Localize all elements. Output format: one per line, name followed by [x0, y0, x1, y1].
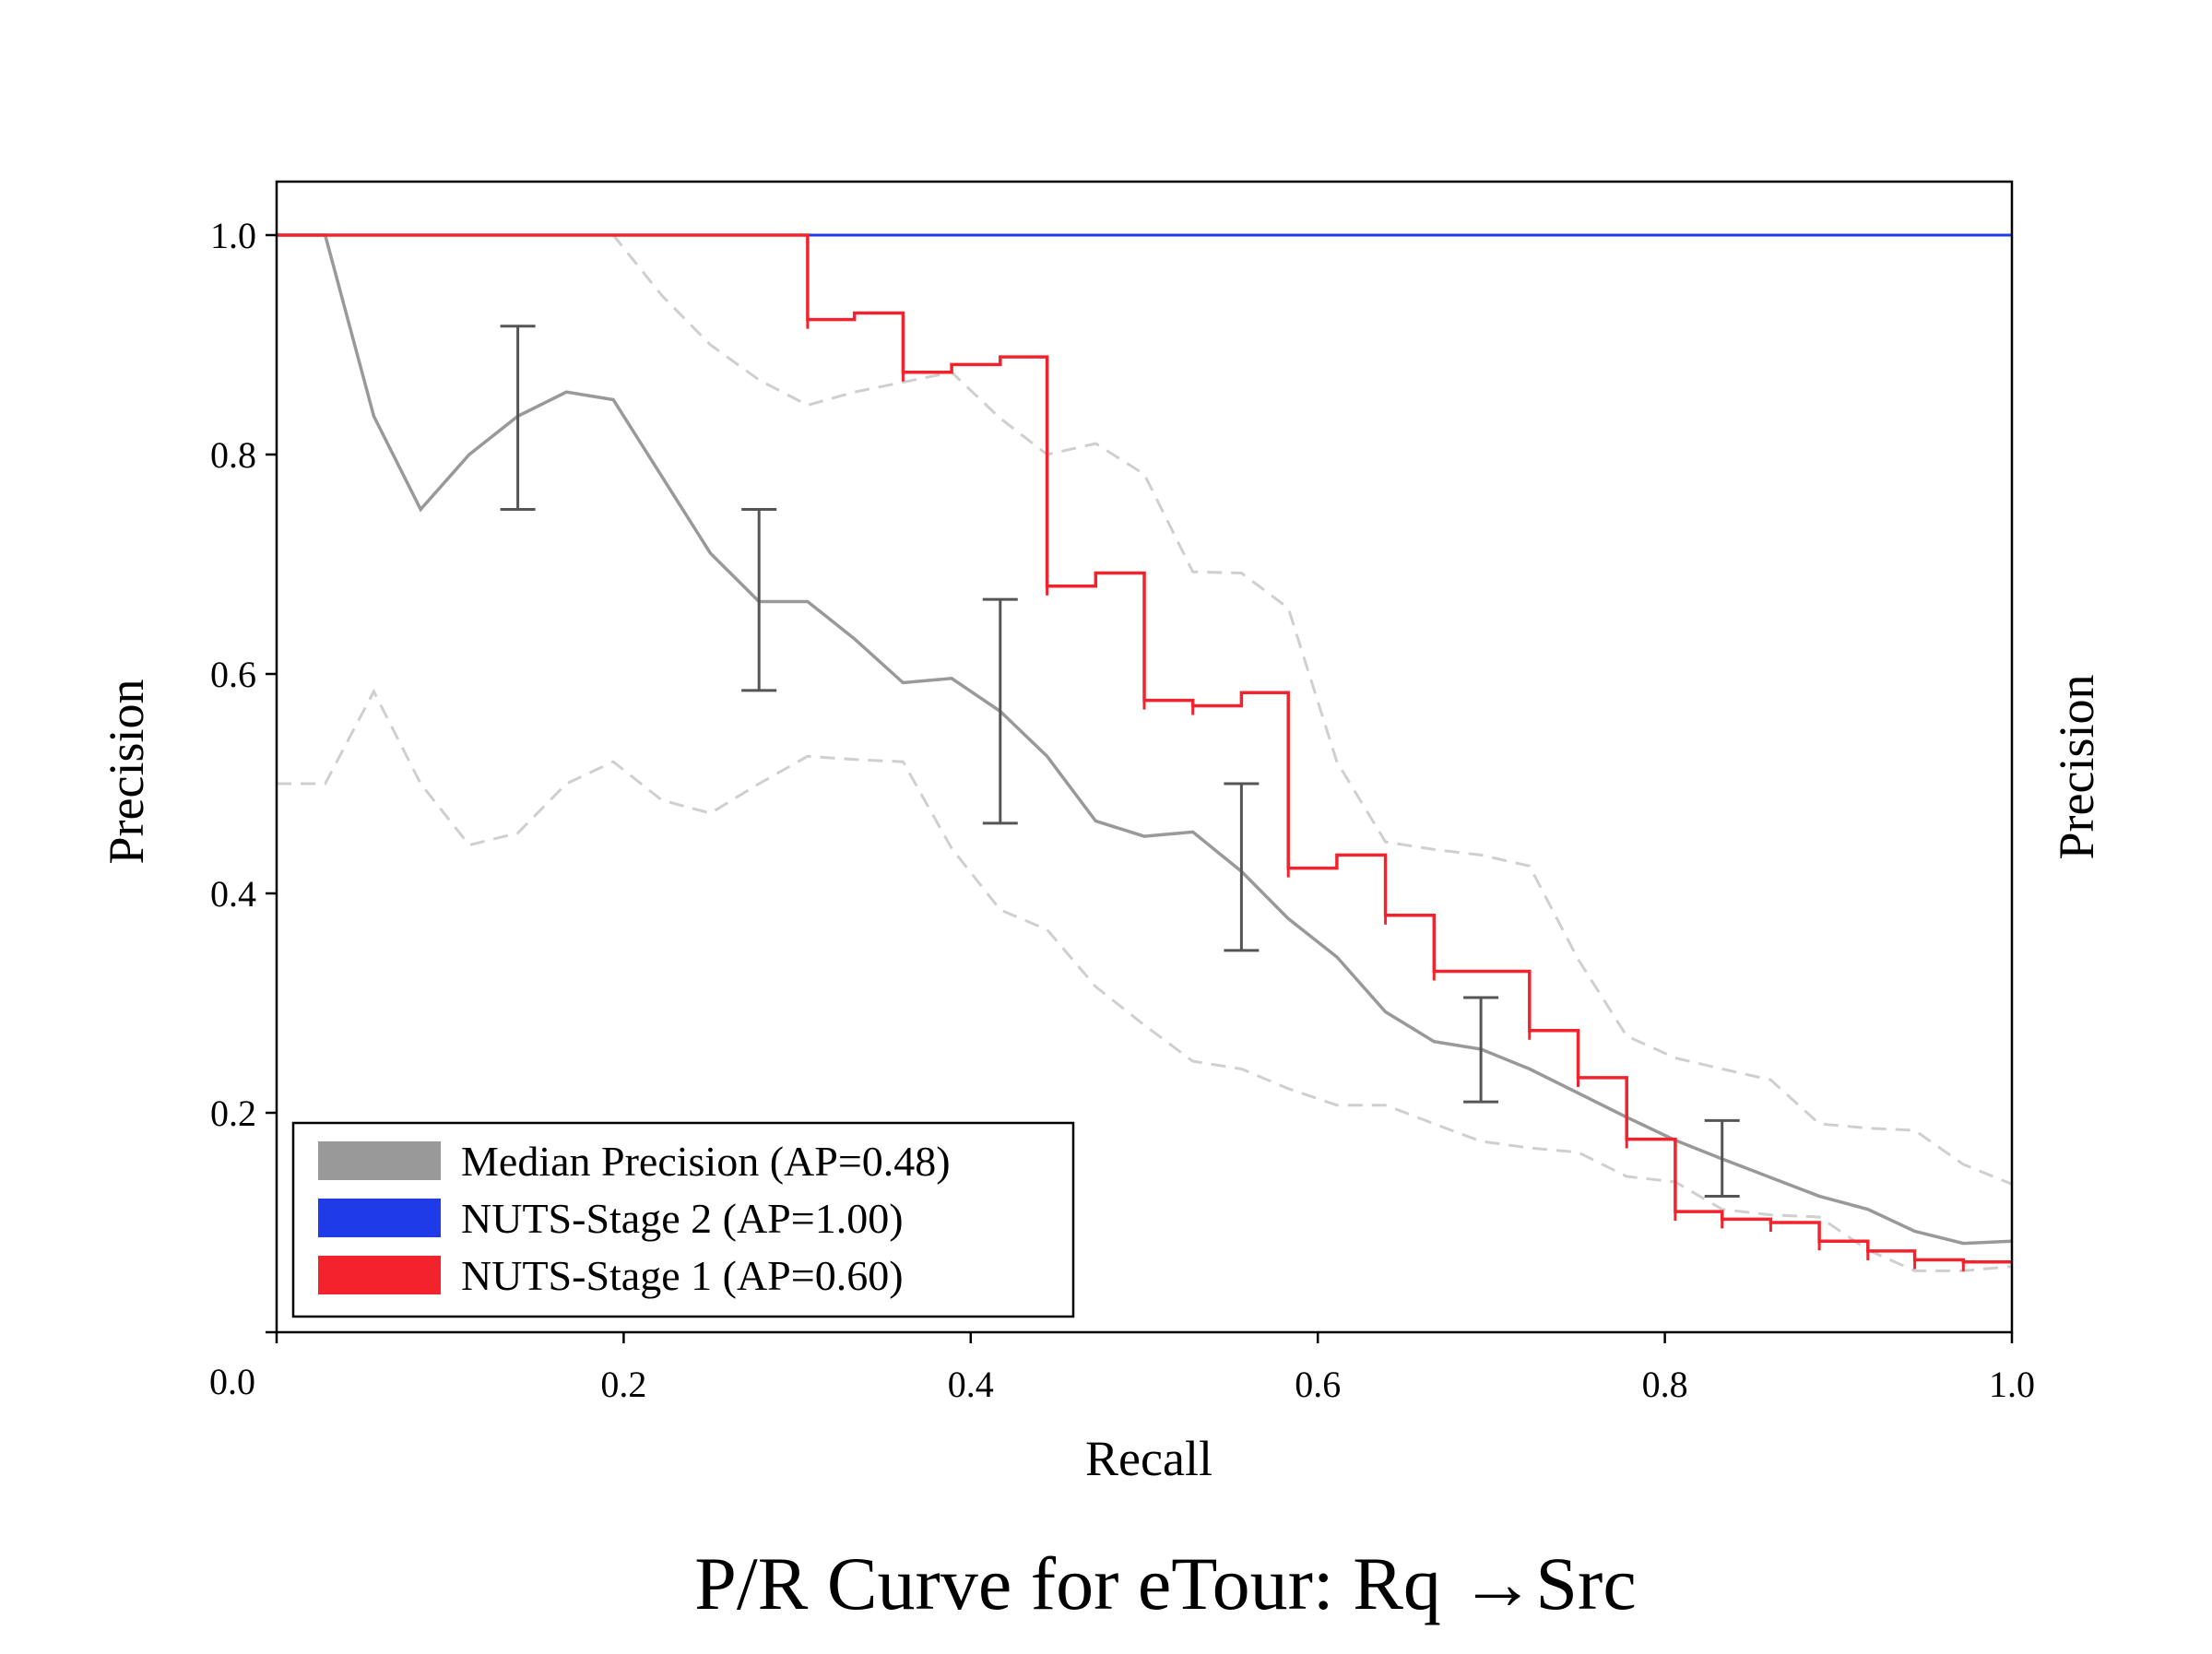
y-tick-label: 0.8 — [210, 434, 256, 476]
upper-band-line — [277, 233, 2013, 1186]
y-axis-title: Precision — [99, 679, 154, 865]
x-tick-label: 0.6 — [1295, 1364, 1341, 1405]
legend-swatch — [318, 1199, 441, 1237]
legend: Median Precision (AP=0.48) NUTS-Stage 2 (… — [291, 1121, 1075, 1318]
y-tick-label: 0.2 — [210, 1093, 256, 1134]
legend-label: Median Precision (AP=0.48) — [461, 1138, 951, 1185]
nuts-stage1-line — [277, 233, 2012, 1264]
y-axis-title-right: Precision — [2049, 675, 2104, 860]
legend-swatch — [318, 1141, 441, 1180]
x-tick-label: 0.8 — [1642, 1364, 1688, 1405]
y-tick-label: 1.0 — [210, 215, 256, 256]
plot-series — [277, 233, 2013, 1272]
lower-band-line — [277, 688, 2013, 1272]
legend-label: NUTS-Stage 2 (AP=1.00) — [461, 1195, 904, 1242]
x-tick-label: 0.4 — [948, 1364, 994, 1405]
origin-label: 0.0 — [209, 1361, 255, 1402]
legend-label: NUTS-Stage 1 (AP=0.60) — [461, 1252, 904, 1299]
y-tick-label: 0.4 — [210, 873, 256, 915]
x-tick-label: 0.2 — [600, 1364, 646, 1405]
y-tick-label: 0.6 — [210, 654, 256, 695]
axes: 0.2 0.4 0.6 0.8 1.0 0.2 0.4 0.6 0.8 1.0 — [210, 215, 2035, 1405]
plot-frame — [275, 180, 2014, 1334]
legend-swatch — [318, 1256, 441, 1294]
chart-title: P/R Curve for eTour: Rq →Src — [694, 1542, 1636, 1625]
error-bars — [500, 325, 1740, 1198]
x-axis-title: Recall — [1085, 1431, 1212, 1486]
x-tick-label: 1.0 — [1989, 1364, 2035, 1405]
